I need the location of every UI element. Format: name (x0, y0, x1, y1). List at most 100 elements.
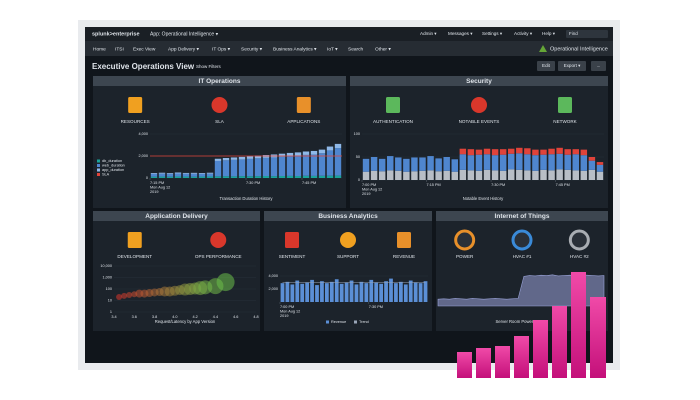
bar-segment (310, 154, 318, 176)
bar-segment (596, 171, 604, 180)
x-tick-label: 3.8 (152, 315, 157, 319)
bar-segment (362, 171, 370, 180)
icon[interactable] (397, 232, 411, 248)
bar-segment (222, 176, 230, 178)
decoration-bar (590, 297, 606, 378)
icon-label: DEVELOPMENT (117, 254, 152, 259)
bar-segment (524, 170, 531, 180)
icon-label: SLA (215, 119, 225, 124)
x-date-label: Mon Aug 12 (362, 188, 382, 192)
button[interactable] (537, 61, 555, 71)
bar-segment (499, 154, 507, 171)
decoration-bar (514, 336, 529, 378)
x-tick-label: 7:45 PM (556, 183, 570, 187)
icon[interactable] (471, 97, 487, 113)
bar-segment (548, 170, 555, 180)
icon-label: OPS PERFORMANCE (195, 254, 242, 259)
decoration-bar (476, 348, 491, 378)
icon[interactable] (285, 232, 299, 248)
top-menu[interactable]: Admin ▾ (420, 31, 437, 36)
nav-bar (85, 41, 613, 56)
bar-segment (516, 153, 523, 170)
icon-label: NOTABLE EVENTS (459, 119, 500, 124)
nav-item[interactable]: Security ▾ (241, 46, 263, 52)
bar-segment (206, 173, 214, 177)
x-date-label: 2019 (150, 190, 158, 194)
bar-segment (230, 159, 238, 177)
bar-segment (278, 176, 286, 178)
icon[interactable] (386, 97, 400, 113)
bar-segment (158, 173, 166, 177)
nav-item[interactable]: App Delivery ▾ (168, 46, 200, 52)
top-menu[interactable]: Settings ▾ (482, 31, 503, 36)
nav-item[interactable]: Business Analytics ▾ (273, 46, 317, 52)
icon-label: HVAC #2 (570, 254, 589, 259)
bar-segment (411, 171, 418, 180)
bar-segment (302, 154, 310, 176)
icon[interactable] (296, 97, 311, 113)
bar-segment (564, 154, 571, 170)
bar-segment (326, 146, 334, 151)
icon[interactable] (568, 229, 590, 251)
bar (339, 283, 344, 302)
bar-segment (459, 154, 467, 170)
icon[interactable] (454, 229, 476, 251)
top-menu[interactable]: Activity ▾ (514, 31, 533, 36)
bar-segment (483, 169, 491, 180)
bar-segment (580, 170, 588, 180)
bar-segment (588, 157, 596, 161)
button[interactable] (558, 61, 586, 71)
panel (350, 76, 608, 208)
bar-segment (294, 152, 302, 156)
nav-item[interactable]: IT Ops ▾ (212, 46, 231, 52)
bar-segment (588, 169, 596, 180)
bar-segment (491, 149, 499, 156)
bar-segment (483, 148, 491, 155)
nav-item[interactable]: Exec View (133, 46, 156, 52)
bar-segment (572, 154, 579, 171)
icon[interactable] (210, 232, 227, 248)
bar-segment (278, 153, 286, 157)
find-input[interactable] (566, 30, 608, 38)
bar-segment (580, 149, 588, 156)
legend-label: web_duration (102, 164, 125, 168)
bar (369, 279, 374, 302)
panel-title: Internet of Things (495, 213, 550, 220)
top-menu[interactable]: Help ▾ (542, 31, 556, 36)
bar-segment (222, 157, 230, 161)
chart-caption: Server Room Power Usage (496, 319, 548, 324)
x-date-label: 2019 (280, 314, 288, 318)
decoration-bar (533, 320, 548, 378)
bar-segment (318, 175, 326, 178)
bar-segment (198, 173, 206, 174)
icon[interactable] (211, 97, 228, 113)
decoration-bar (552, 306, 567, 378)
icon-label: AUTHENTICATION (373, 119, 413, 124)
panel-header (93, 76, 346, 86)
bar (364, 283, 369, 302)
panel-header (264, 211, 432, 221)
icon[interactable] (558, 97, 572, 113)
button[interactable] (591, 61, 606, 71)
icon[interactable] (128, 97, 143, 113)
show-filters[interactable]: Show Filters (196, 64, 222, 69)
icon[interactable] (340, 232, 356, 248)
legend-swatch (97, 173, 100, 176)
nav-item[interactable]: Home (93, 46, 106, 52)
icon[interactable] (127, 232, 142, 248)
bar-segment (556, 153, 563, 170)
icon[interactable] (511, 229, 533, 251)
bar-segment (270, 176, 278, 178)
nav-item[interactable]: Search (348, 46, 364, 52)
top-menu[interactable]: Messages ▾ (448, 31, 473, 36)
bar-segment (540, 154, 547, 170)
bar-segment (443, 157, 450, 171)
nav-item[interactable]: Other ▾ (375, 46, 391, 52)
bubble (126, 292, 133, 299)
bar-segment (556, 169, 563, 180)
panel-header (350, 76, 608, 86)
nav-item[interactable]: ITSI (115, 46, 124, 52)
app-menu[interactable]: App: Operational Intelligence ▾ (150, 31, 219, 37)
nav-item[interactable]: IoT ▾ (327, 46, 338, 52)
